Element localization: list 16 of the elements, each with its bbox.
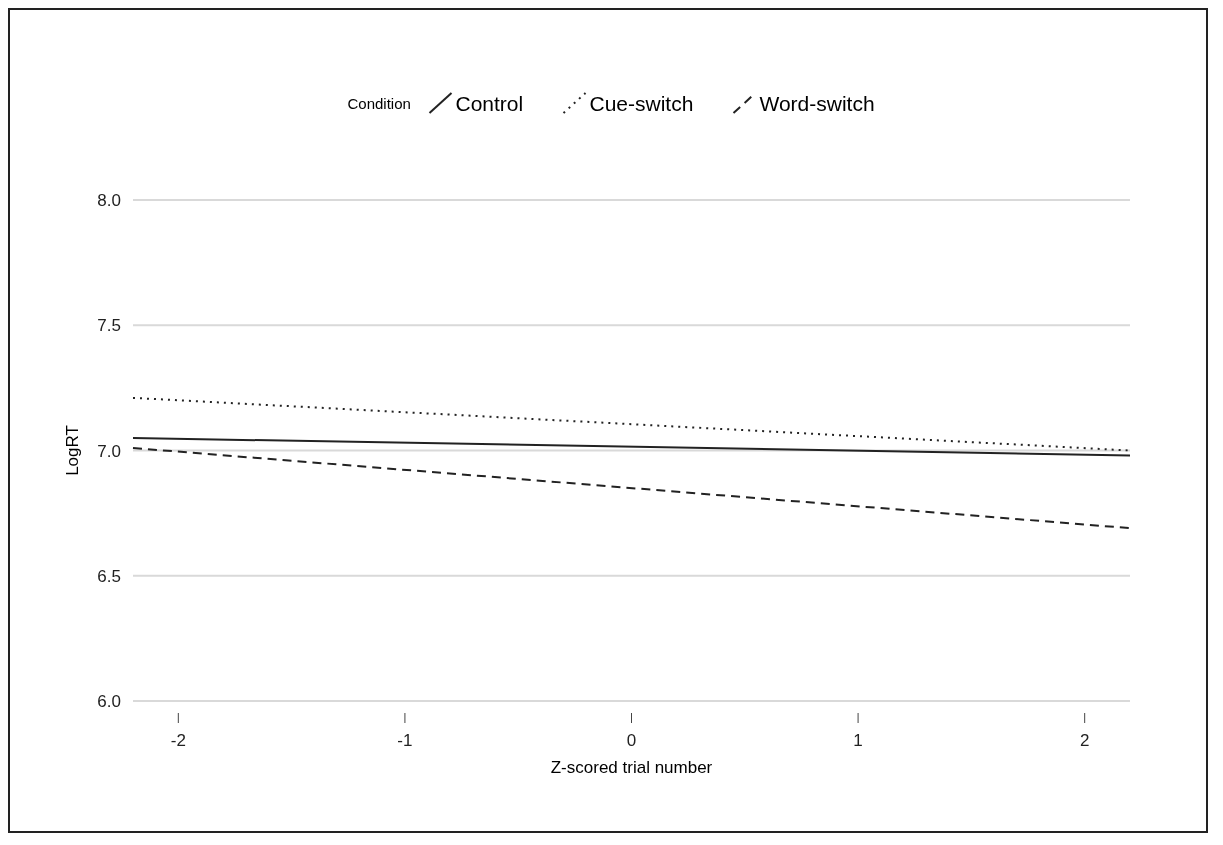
y-tick-label: 8.0 xyxy=(97,191,121,210)
y-tick-label: 7.5 xyxy=(97,316,121,336)
y-axis-title: LogRT xyxy=(63,425,82,476)
y-tick-label: 6.5 xyxy=(97,566,121,586)
y-tick-label: 6.0 xyxy=(97,692,121,711)
x-tick-label: 2 xyxy=(1079,731,1090,750)
x-axis-title: Z-scored trial number xyxy=(550,758,713,777)
x-tick-label: 0 xyxy=(626,731,637,750)
x-tick-label: -2 xyxy=(170,731,186,750)
legend-label: Control xyxy=(455,92,524,115)
legend-label: Word-switch xyxy=(759,92,875,115)
legend-label: Cue-switch xyxy=(589,92,694,115)
legend-title: Condition xyxy=(347,95,411,112)
x-tick-label: -1 xyxy=(397,731,413,750)
x-tick-label: 1 xyxy=(853,731,863,750)
y-tick-label: 7.0 xyxy=(97,441,121,461)
